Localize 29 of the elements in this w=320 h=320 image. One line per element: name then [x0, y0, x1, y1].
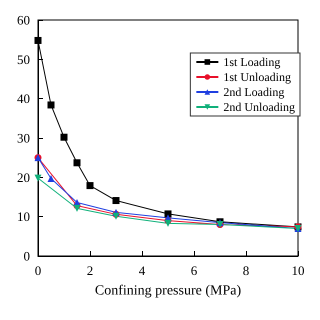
point	[48, 175, 54, 182]
point	[34, 174, 42, 182]
point	[164, 210, 172, 218]
y-tick-label: 60	[17, 12, 30, 28]
point	[74, 159, 80, 166]
y-tick-label: 50	[17, 52, 30, 67]
point	[34, 36, 42, 44]
x-tick-label: 0	[34, 263, 42, 278]
legend-label: 1st Unloading	[223, 70, 292, 84]
x-tick-label: 2	[86, 263, 94, 278]
point	[74, 204, 80, 212]
legend-label: 1st Loading	[223, 55, 280, 69]
legend-label: 2nd Loading	[223, 85, 284, 99]
x-tick-label: 8	[242, 263, 250, 278]
legend-label: 2nd Unloading	[223, 100, 296, 114]
point	[60, 134, 68, 141]
point	[48, 101, 54, 108]
y-tick-label: 20	[17, 170, 30, 185]
x-tick-label: 4	[138, 263, 146, 278]
y-tick-label: 10	[17, 209, 30, 224]
y-tick-label: 0	[24, 248, 30, 264]
x-tick-label: 6	[190, 263, 198, 278]
x-tick-label: 10	[292, 263, 304, 278]
x-axis-title: Confining pressure (MPa)	[94, 284, 242, 298]
y-tick-label: 40	[17, 91, 30, 106]
y-tick-label: 30	[17, 130, 30, 146]
point	[112, 197, 120, 204]
point	[86, 182, 94, 190]
point	[164, 220, 172, 227]
